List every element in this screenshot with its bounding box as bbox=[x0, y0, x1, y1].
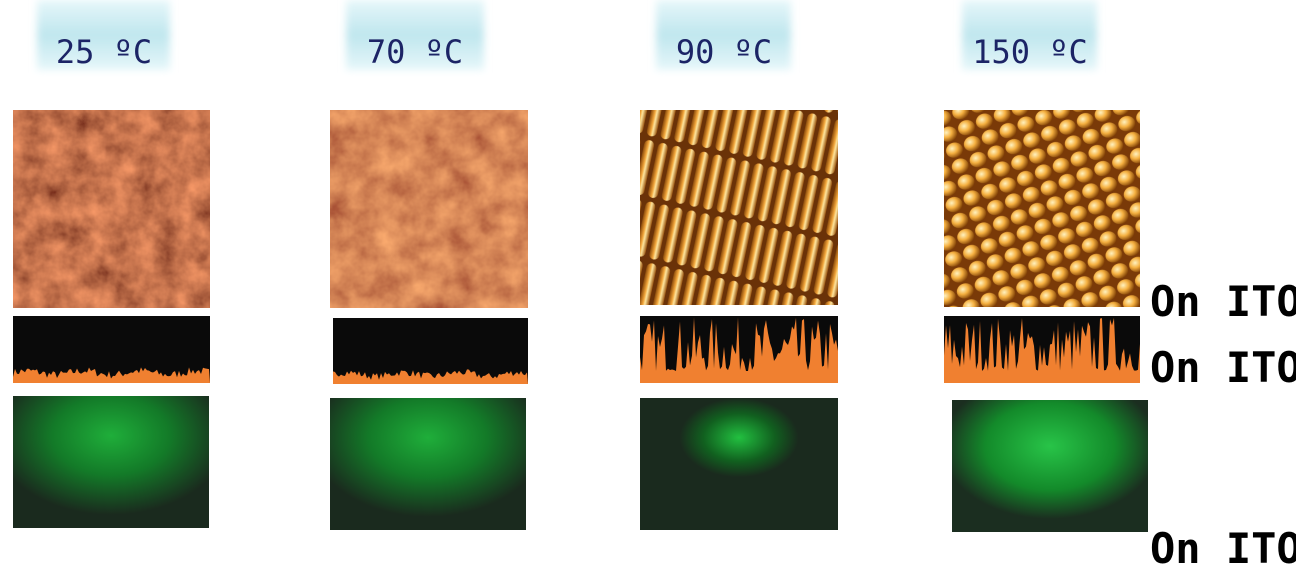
emission-image bbox=[13, 396, 209, 528]
temperature-label: 150 ºC bbox=[972, 33, 1088, 71]
height-profiles bbox=[13, 316, 1140, 384]
substrate-label: On ITO bbox=[1150, 524, 1296, 565]
figure: 25 ºC 70 ºC 90 ºC 150 ºC On ITO On ITO O… bbox=[0, 0, 1296, 565]
afm-image bbox=[640, 110, 838, 305]
afm-image bbox=[13, 110, 210, 308]
afm-image bbox=[944, 110, 1140, 307]
afm-image bbox=[330, 110, 528, 308]
temperature-label: 70 ºC bbox=[367, 33, 463, 71]
header-box bbox=[37, 0, 1097, 70]
substrate-label: On ITO bbox=[1150, 343, 1296, 392]
substrate-label: On ITO bbox=[1150, 277, 1296, 326]
emission-image bbox=[330, 398, 526, 530]
temperature-label: 25 ºC bbox=[56, 33, 152, 71]
emission-image bbox=[952, 400, 1148, 532]
emission-image bbox=[640, 398, 838, 530]
temperature-label: 90 ºC bbox=[676, 33, 772, 71]
